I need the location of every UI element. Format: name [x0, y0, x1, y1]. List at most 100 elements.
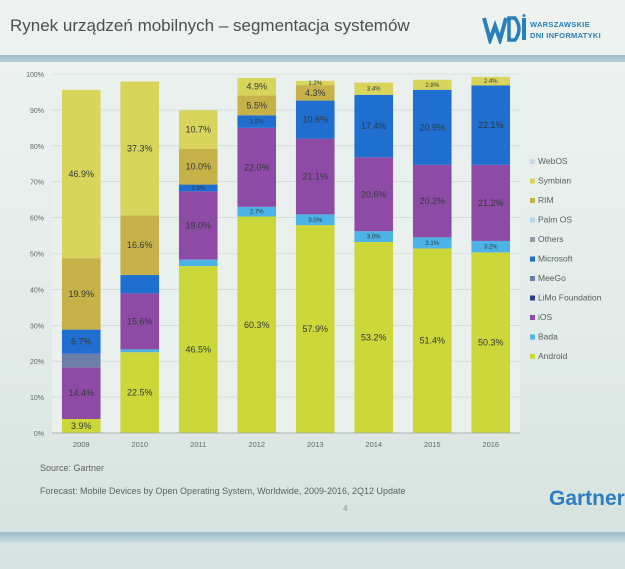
bar-segment-android: [61, 418, 101, 433]
x-tick-label: 2012: [248, 440, 265, 449]
legend-label: Android: [538, 351, 568, 361]
y-tick-label: 30%: [30, 323, 44, 330]
bar-segment-microsoft: [471, 85, 511, 165]
legend-label: Bada: [538, 332, 558, 342]
legend-label: Palm OS: [538, 215, 572, 225]
legend-label: iOS: [538, 312, 553, 322]
stacked-bar-chart: 3.9% 14.4% 6.7% 19.9% 46.9% 22.5% 15.6% 16.6% 37…: [26, 72, 602, 449]
data-label: 15.6%: [127, 316, 153, 326]
bar-segment-rim: [237, 95, 277, 116]
bar-segment-microsoft: [412, 89, 452, 165]
bar-segment-ios: [237, 127, 277, 207]
data-label: 6.7%: [71, 337, 92, 347]
legend-label: LiMo Foundation: [538, 293, 602, 303]
bar-segment-microsoft: [61, 329, 101, 354]
data-label: 4.3%: [305, 88, 326, 98]
bottom-divider: [0, 532, 625, 542]
data-label: 4.9%: [246, 82, 267, 92]
bar-segment-rim: [178, 148, 218, 185]
data-label: 51.4%: [419, 336, 445, 346]
slide-title: Rynek urządzeń mobilnych – segmentacja s…: [10, 16, 410, 35]
title-divider: [0, 55, 625, 62]
bar-segment-meego: [61, 353, 101, 368]
legend-swatch: [530, 354, 535, 359]
bar-segment-ios: [61, 367, 101, 419]
gartner-brand: Gartner: [549, 487, 625, 510]
bar-segment-android: [295, 225, 335, 433]
bar-segment-bada: [295, 214, 335, 226]
data-label: 3.5%: [250, 120, 264, 126]
legend-label: MeeGo: [538, 273, 566, 283]
data-label: 21.2%: [478, 198, 504, 208]
logo-text-line-2: DNI INFORMATYKI: [530, 31, 602, 40]
data-label: 16.6%: [127, 240, 153, 250]
bar-segment-android: [178, 266, 218, 433]
y-tick-label: 90%: [30, 108, 44, 115]
legend-layer: WebOS Symbian RIM Palm OS Others Microsoft Mee…: [530, 156, 602, 361]
logo-text-line-1: WARSZAWSKIE: [530, 20, 590, 29]
legend-swatch: [530, 256, 535, 262]
bar-segment-ios: [120, 293, 160, 350]
bar-segment-ios: [178, 191, 218, 260]
data-label: 22.1%: [478, 120, 504, 130]
data-label: 3.2%: [484, 245, 498, 251]
y-tick-label: 100%: [26, 72, 44, 79]
data-label: 21.1%: [302, 171, 328, 181]
data-label: 19.9%: [68, 289, 94, 299]
x-tick-label: 2016: [482, 440, 499, 449]
bar-segment-symbian: [412, 79, 452, 90]
bar-segment-symbian: [295, 80, 335, 86]
bar-segment-ios: [471, 164, 511, 241]
bar-segment-bada: [412, 237, 452, 249]
label-layer: 3.9% 14.4% 6.7% 19.9% 46.9% 22.5% 15.6% 16.6% 37…: [68, 79, 503, 431]
data-label: 53.2%: [361, 333, 387, 343]
data-label: 10.6%: [302, 115, 328, 125]
bar-segment-symbian: [471, 76, 511, 86]
data-label: 46.5%: [185, 345, 211, 355]
wdi-logo-mark-icon: [482, 14, 526, 44]
data-label: 10.7%: [185, 124, 211, 134]
bar-segment-microsoft: [354, 94, 394, 158]
data-label: 20.6%: [361, 189, 387, 199]
bar-segment-bada: [237, 206, 277, 217]
legend-swatch: [530, 295, 535, 301]
bar-segment-android: [412, 248, 452, 433]
bar-segment-rim: [295, 85, 335, 101]
legend-swatch: [530, 315, 535, 320]
bar-segment-ios: [295, 138, 335, 215]
bar-segment-symbian: [237, 77, 277, 96]
bar-segment-microsoft: [237, 115, 277, 128]
y-tick-label: 80%: [30, 144, 44, 151]
legend-label: Symbian: [538, 176, 571, 186]
data-label: 1.2%: [308, 81, 322, 87]
bar-segment-microsoft: [295, 100, 335, 139]
bar-segment-bada: [354, 231, 394, 243]
legend-swatch: [530, 334, 535, 340]
x-tick-label: 2013: [307, 440, 324, 449]
bar-segment-bada: [120, 349, 160, 353]
y-tick-label: 50%: [30, 252, 44, 259]
bar-segment-symbian: [354, 82, 394, 95]
page-number: 4: [343, 504, 348, 513]
bar-segment-android: [120, 352, 160, 433]
data-label: 2.7%: [250, 210, 264, 216]
data-label: 10.0%: [185, 162, 211, 172]
bar-segment-android: [237, 216, 277, 433]
data-label: 2.8%: [425, 83, 439, 89]
bar-segment-rim: [120, 215, 160, 276]
bar-segment-bada: [471, 240, 511, 253]
bar-segment-ios: [354, 157, 394, 232]
legend-swatch: [530, 178, 535, 184]
x-tick-label: 2014: [365, 440, 382, 449]
x-tick-label: 2011: [190, 440, 206, 449]
data-label: 50.3%: [478, 338, 504, 348]
axis-layer: 0% 10% 20% 30% 40% 50% 60% 70% 80% 90% 100% 2009 201…: [26, 72, 520, 449]
x-tick-label: 2015: [424, 440, 441, 449]
bar-layer: [61, 76, 511, 433]
bar-segment-symbian: [120, 81, 160, 216]
bar-segment-bada: [178, 259, 218, 267]
bar-segment-microsoft: [178, 184, 218, 192]
data-label: 22.5%: [127, 388, 153, 398]
data-label: 3.9%: [71, 421, 92, 431]
